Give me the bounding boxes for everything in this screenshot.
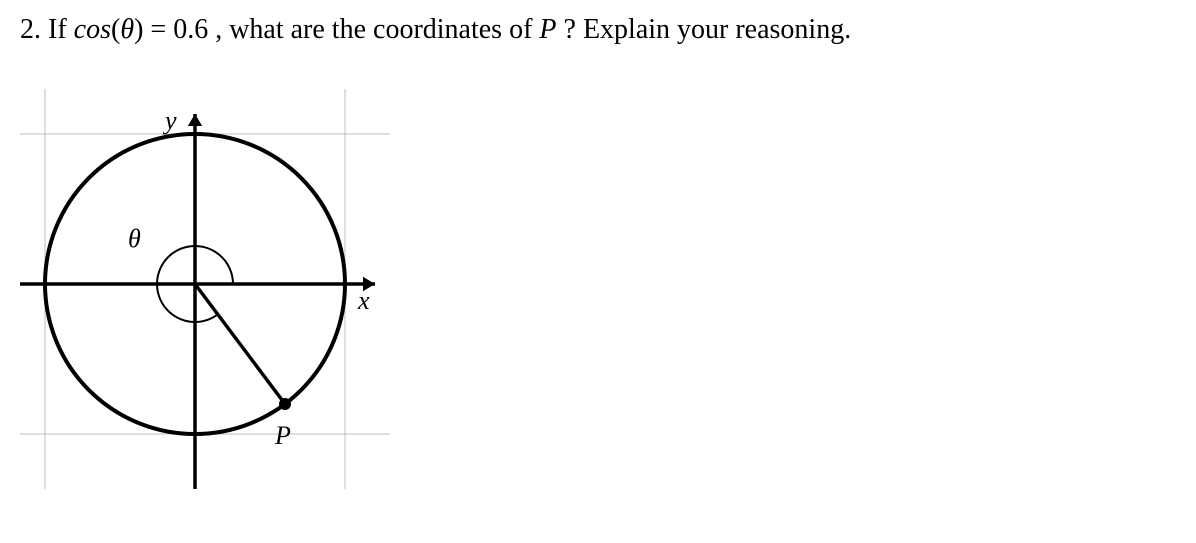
point-p-label: P	[274, 421, 291, 450]
cos-value: 0.6	[173, 14, 208, 45]
page: 2. If cos(θ) = 0.6 , what are the coordi…	[0, 0, 1196, 543]
question-suffix: ? Explain your reasoning.	[557, 14, 852, 45]
theta-label: θ	[128, 224, 141, 253]
equals-sign: =	[143, 14, 173, 45]
diagram-container: y x θ P	[20, 89, 1196, 494]
arg-variable: θ	[120, 14, 134, 45]
question-number: 2.	[20, 14, 41, 45]
question-text: 2. If cos(θ) = 0.6 , what are the coordi…	[20, 10, 1196, 49]
y-axis-label: y	[162, 106, 177, 135]
x-axis-label: x	[357, 286, 370, 315]
math-function: cos	[74, 14, 111, 45]
question-prefix: If	[48, 14, 74, 45]
question-middle: , what are the coordinates of	[208, 14, 539, 45]
arg-open: (	[111, 14, 120, 45]
point-variable: P	[539, 14, 556, 45]
unit-circle-diagram: y x θ P	[20, 89, 390, 489]
arg-close: )	[134, 14, 143, 45]
